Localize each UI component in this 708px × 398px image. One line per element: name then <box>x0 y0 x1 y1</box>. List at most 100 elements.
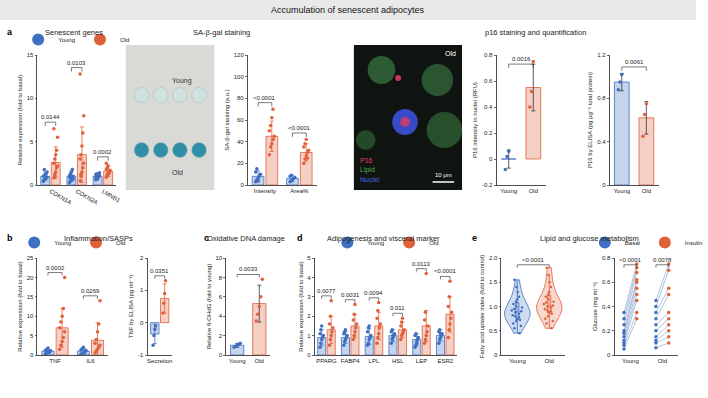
svg-text:0: 0 <box>30 352 34 358</box>
svg-text:0.0016: 0.0016 <box>512 56 531 62</box>
svg-text:4: 4 <box>307 275 311 281</box>
svg-text:Basal: Basal <box>625 240 640 246</box>
svg-text:2.0: 2.0 <box>489 255 498 261</box>
svg-text:0.0002: 0.0002 <box>46 265 65 271</box>
svg-text:60: 60 <box>237 117 244 123</box>
svg-text:1: 1 <box>140 287 144 293</box>
svg-text:Old: Old <box>658 358 667 364</box>
svg-text:0: 0 <box>307 352 311 358</box>
svg-text:CDKN2A: CDKN2A <box>75 188 99 205</box>
svg-text:Adipogenesis and visceral mark: Adipogenesis and visceral marker <box>327 234 440 243</box>
svg-text:Lipid: Lipid <box>360 166 375 174</box>
svg-text:SA-β-gal staining: SA-β-gal staining <box>193 28 250 37</box>
svg-text:120: 120 <box>234 52 245 58</box>
svg-text:Relative expression (fold to b: Relative expression (fold to basal) <box>298 261 304 351</box>
svg-text:8: 8 <box>219 275 223 281</box>
svg-text:Old: Old <box>429 240 438 246</box>
svg-text:20: 20 <box>237 160 244 166</box>
svg-text:0: 0 <box>607 352 611 358</box>
svg-text:Senescent genes: Senescent genes <box>45 28 103 37</box>
svg-text:0.2: 0.2 <box>602 328 611 334</box>
svg-text:Young: Young <box>172 77 192 85</box>
svg-text:Young: Young <box>229 358 246 364</box>
svg-text:FABP4: FABP4 <box>341 358 360 364</box>
svg-text:Insulin: Insulin <box>685 240 702 246</box>
svg-text:100: 100 <box>234 74 245 80</box>
svg-text:P16 intensity in nuclei (RFU): P16 intensity in nuclei (RFU) <box>472 82 478 158</box>
svg-text:Accumulation of senescent adip: Accumulation of senescent adipocytes <box>271 5 425 15</box>
svg-text:Intensity: Intensity <box>254 188 276 194</box>
svg-text:Relative expression (fold to b: Relative expression (fold to basal) <box>17 75 23 165</box>
svg-text:0.6: 0.6 <box>602 279 611 285</box>
svg-text:Young: Young <box>622 358 639 364</box>
svg-text:Fatty acid uptake index (fold: Fatty acid uptake index (fold to control… <box>479 255 485 358</box>
svg-text:P16 by ELISA (pg μg⁻¹ total pr: P16 by ELISA (pg μg⁻¹ total protein) <box>587 72 593 168</box>
svg-text:0: 0 <box>602 182 606 188</box>
svg-text:<0.0001: <0.0001 <box>288 125 311 131</box>
svg-text:Relative expression (fold to b: Relative expression (fold to basal) <box>17 261 23 351</box>
svg-text:10 μm: 10 μm <box>435 172 452 178</box>
svg-text:b: b <box>7 233 13 243</box>
svg-text:c: c <box>204 233 209 243</box>
svg-text:25: 25 <box>27 255 34 261</box>
svg-text:0.0031: 0.0031 <box>341 292 360 298</box>
svg-text:0.4: 0.4 <box>484 104 493 110</box>
svg-text:0.8: 0.8 <box>602 255 611 261</box>
svg-text:<0.0001: <0.0001 <box>253 95 276 101</box>
svg-text:<0.0001: <0.0001 <box>619 257 642 263</box>
svg-text:0.2: 0.2 <box>484 130 493 136</box>
svg-text:LPL: LPL <box>369 358 380 364</box>
svg-text:1.5: 1.5 <box>489 279 498 285</box>
svg-text:2: 2 <box>307 313 311 319</box>
svg-text:0.0103: 0.0103 <box>67 60 86 66</box>
svg-text:15: 15 <box>27 294 34 300</box>
svg-text:15: 15 <box>27 52 34 58</box>
svg-text:Old: Old <box>545 358 554 364</box>
svg-text:0.4: 0.4 <box>602 304 611 310</box>
svg-text:Young: Young <box>500 188 517 194</box>
svg-text:2: 2 <box>219 333 223 339</box>
svg-text:0.8: 0.8 <box>597 95 606 101</box>
svg-text:Old: Old <box>642 188 651 194</box>
svg-text:0.0113: 0.0113 <box>412 261 431 267</box>
svg-text:0.0077: 0.0077 <box>317 288 336 294</box>
svg-text:2: 2 <box>140 255 144 261</box>
svg-text:0.0002: 0.0002 <box>93 149 112 155</box>
svg-text:0.0078: 0.0078 <box>653 257 672 263</box>
svg-text:Glucose (mg ml⁻¹): Glucose (mg ml⁻¹) <box>592 282 598 331</box>
svg-text:Old: Old <box>116 240 125 246</box>
svg-text:0: 0 <box>140 320 144 326</box>
svg-text:1.0: 1.0 <box>489 304 498 310</box>
svg-text:-1: -1 <box>138 352 144 358</box>
svg-text:0: 0 <box>494 352 498 358</box>
svg-text:5: 5 <box>30 333 34 339</box>
svg-text:0: 0 <box>240 182 244 188</box>
svg-text:IL6: IL6 <box>86 358 95 364</box>
svg-text:20: 20 <box>27 275 34 281</box>
svg-text:1: 1 <box>307 333 311 339</box>
svg-text:HSL: HSL <box>392 358 404 364</box>
svg-text:0.0144: 0.0144 <box>41 114 60 120</box>
svg-text:3: 3 <box>307 294 311 300</box>
svg-text:80: 80 <box>237 95 244 101</box>
svg-text:10: 10 <box>215 255 222 261</box>
svg-text:Old: Old <box>255 358 264 364</box>
svg-text:0: 0 <box>489 156 493 162</box>
svg-text:<0.0001: <0.0001 <box>522 257 545 263</box>
svg-text:TNF: TNF <box>49 358 61 364</box>
svg-text:SA-β-gal staining (a.u.): SA-β-gal staining (a.u.) <box>224 89 230 150</box>
svg-text:LMNB1: LMNB1 <box>101 188 122 204</box>
svg-text:0.6: 0.6 <box>484 78 493 84</box>
svg-text:5: 5 <box>30 139 34 145</box>
svg-text:4: 4 <box>219 313 223 319</box>
svg-text:0.4: 0.4 <box>597 139 606 145</box>
svg-text:Young: Young <box>58 37 75 43</box>
svg-text:Old: Old <box>529 188 538 194</box>
svg-text:0.011: 0.011 <box>390 305 405 311</box>
svg-text:d: d <box>297 233 303 243</box>
svg-text:Young: Young <box>613 188 630 194</box>
svg-text:LEP: LEP <box>416 358 427 364</box>
svg-text:0.0061: 0.0061 <box>625 59 644 65</box>
svg-text:CDKN1A: CDKN1A <box>48 188 72 205</box>
svg-text:Relative 8-OHdG (fold to young: Relative 8-OHdG (fold to young) <box>206 264 212 350</box>
